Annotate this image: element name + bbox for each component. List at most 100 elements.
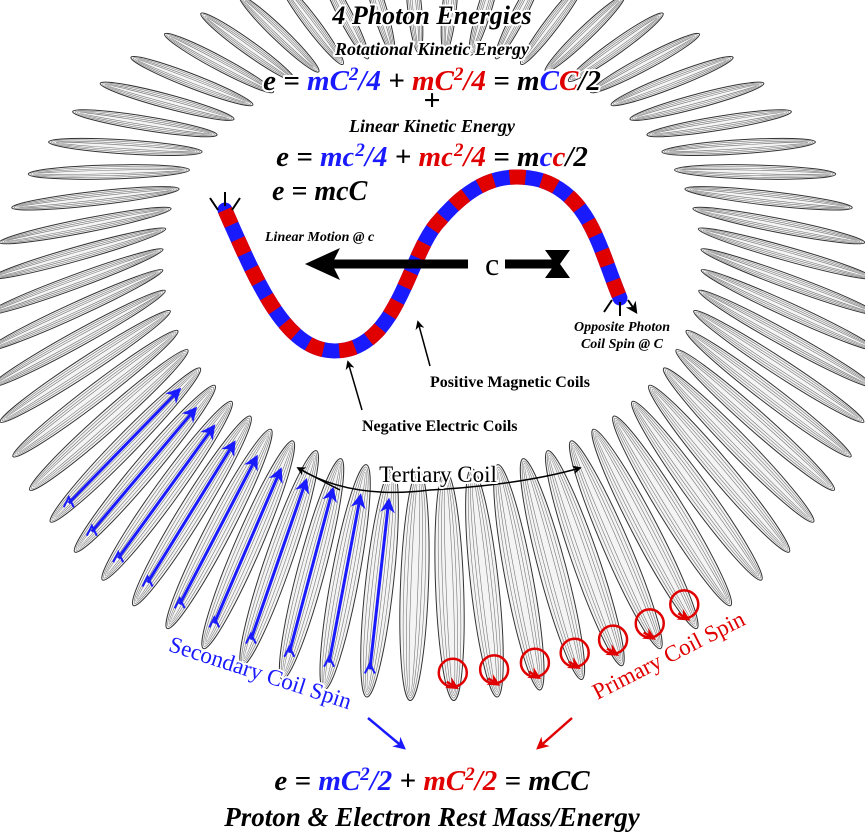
coil	[493, 464, 545, 691]
coil-wire	[168, 433, 270, 625]
coil-loop	[279, 0, 344, 66]
coil	[685, 329, 852, 458]
secondary-spin-arrow	[116, 424, 216, 560]
coil-loop	[405, 0, 424, 54]
coil-wire	[499, 0, 539, 53]
coil-loop	[545, 450, 625, 667]
equation-part: /2	[563, 141, 588, 173]
secondary-spin-tail	[112, 550, 125, 563]
coil-loop	[629, 81, 765, 121]
coil-wire	[703, 270, 865, 350]
coil-wire	[0, 292, 162, 385]
primary-spin-arrow	[605, 644, 620, 656]
coil-wire	[170, 37, 268, 89]
coil-wire	[16, 333, 175, 454]
coil-wire	[548, 0, 622, 69]
coil	[612, 415, 733, 607]
equation-part: /2	[368, 765, 393, 797]
coil	[0, 248, 164, 316]
coil-wire	[653, 390, 785, 547]
coil-wire	[666, 371, 811, 519]
coil-wire	[170, 435, 268, 623]
coil-wire	[365, 0, 394, 54]
coil	[363, 0, 396, 56]
coil-wire	[104, 83, 230, 119]
equation-part: +	[387, 141, 418, 173]
coil-wire	[202, 14, 294, 81]
equation-part: = m	[486, 65, 540, 97]
coil-loop	[698, 289, 865, 388]
equation: e = mC2/2 + mC2/2 = mCC	[274, 764, 590, 798]
coil-loop	[0, 206, 172, 245]
coil-wire	[51, 369, 200, 521]
coil-loop	[567, 12, 664, 83]
coil-wire	[77, 111, 213, 135]
coil-loop	[12, 329, 179, 458]
opposite-label: Opposite Photon	[574, 320, 670, 335]
coil	[0, 309, 171, 423]
secondary-spin-arrow	[90, 406, 198, 533]
coil-wire	[570, 14, 662, 81]
coil	[675, 349, 836, 491]
coil	[646, 109, 792, 138]
equation-part: mC	[423, 765, 466, 797]
coil-wire	[437, 472, 462, 699]
coil-wire	[689, 188, 848, 209]
c-label: c	[485, 246, 499, 282]
equation-part: e =	[276, 141, 320, 173]
equation-part: = mCC	[497, 765, 590, 797]
linear-motion: Linear Motion @ c	[264, 230, 375, 245]
coil-loop	[568, 440, 663, 650]
coil-loop	[662, 367, 815, 523]
coil	[163, 32, 275, 94]
coil-wire	[324, 0, 367, 55]
coil-wire	[0, 270, 161, 350]
coil-wire	[280, 460, 343, 678]
secondary-spin-arrow	[368, 497, 395, 670]
coil-wire	[470, 0, 499, 54]
coil-wire	[283, 465, 340, 673]
coil-wire	[689, 333, 848, 454]
coil-wire	[367, 0, 392, 49]
coil-wire	[695, 207, 863, 244]
secondary-spin-arrow	[249, 477, 310, 641]
coil-wire	[103, 403, 231, 579]
coil-wire	[321, 466, 369, 688]
coil-wire	[281, 0, 343, 63]
coil-wire	[242, 0, 316, 69]
coil-wire	[325, 0, 365, 53]
coil	[629, 81, 765, 121]
coil-wire	[692, 189, 846, 208]
coil-wire	[13, 187, 177, 210]
title: 4 Photon Energies	[331, 1, 531, 30]
pointers	[296, 320, 582, 750]
coil	[0, 269, 164, 352]
coil-wire	[697, 313, 860, 420]
coil-wire	[691, 335, 846, 453]
coil	[567, 12, 664, 83]
coil-wire	[0, 291, 164, 386]
coil	[647, 384, 791, 553]
equation-part: +	[392, 765, 423, 797]
coil-wire	[705, 230, 865, 277]
coil-wire	[707, 251, 865, 312]
coil-loop	[72, 109, 218, 138]
primary-spin-arrow	[527, 667, 542, 679]
coil-spins	[62, 387, 700, 690]
coil-wire	[241, 452, 318, 664]
coil	[12, 329, 179, 458]
coil-wire	[669, 141, 809, 153]
coil-loop	[647, 384, 791, 553]
coil-wire	[0, 251, 157, 312]
coil-wire	[16, 188, 175, 209]
coil-wire	[546, 452, 623, 664]
coil-wire	[50, 139, 200, 155]
coil-wire	[570, 442, 661, 647]
coil-loop	[494, 0, 544, 60]
coil-wire	[1, 207, 169, 244]
coil-loop	[493, 464, 545, 691]
coil-wire	[0, 293, 159, 384]
coil-wire	[523, 463, 582, 675]
coil-wire	[705, 271, 865, 349]
coil	[130, 55, 254, 107]
